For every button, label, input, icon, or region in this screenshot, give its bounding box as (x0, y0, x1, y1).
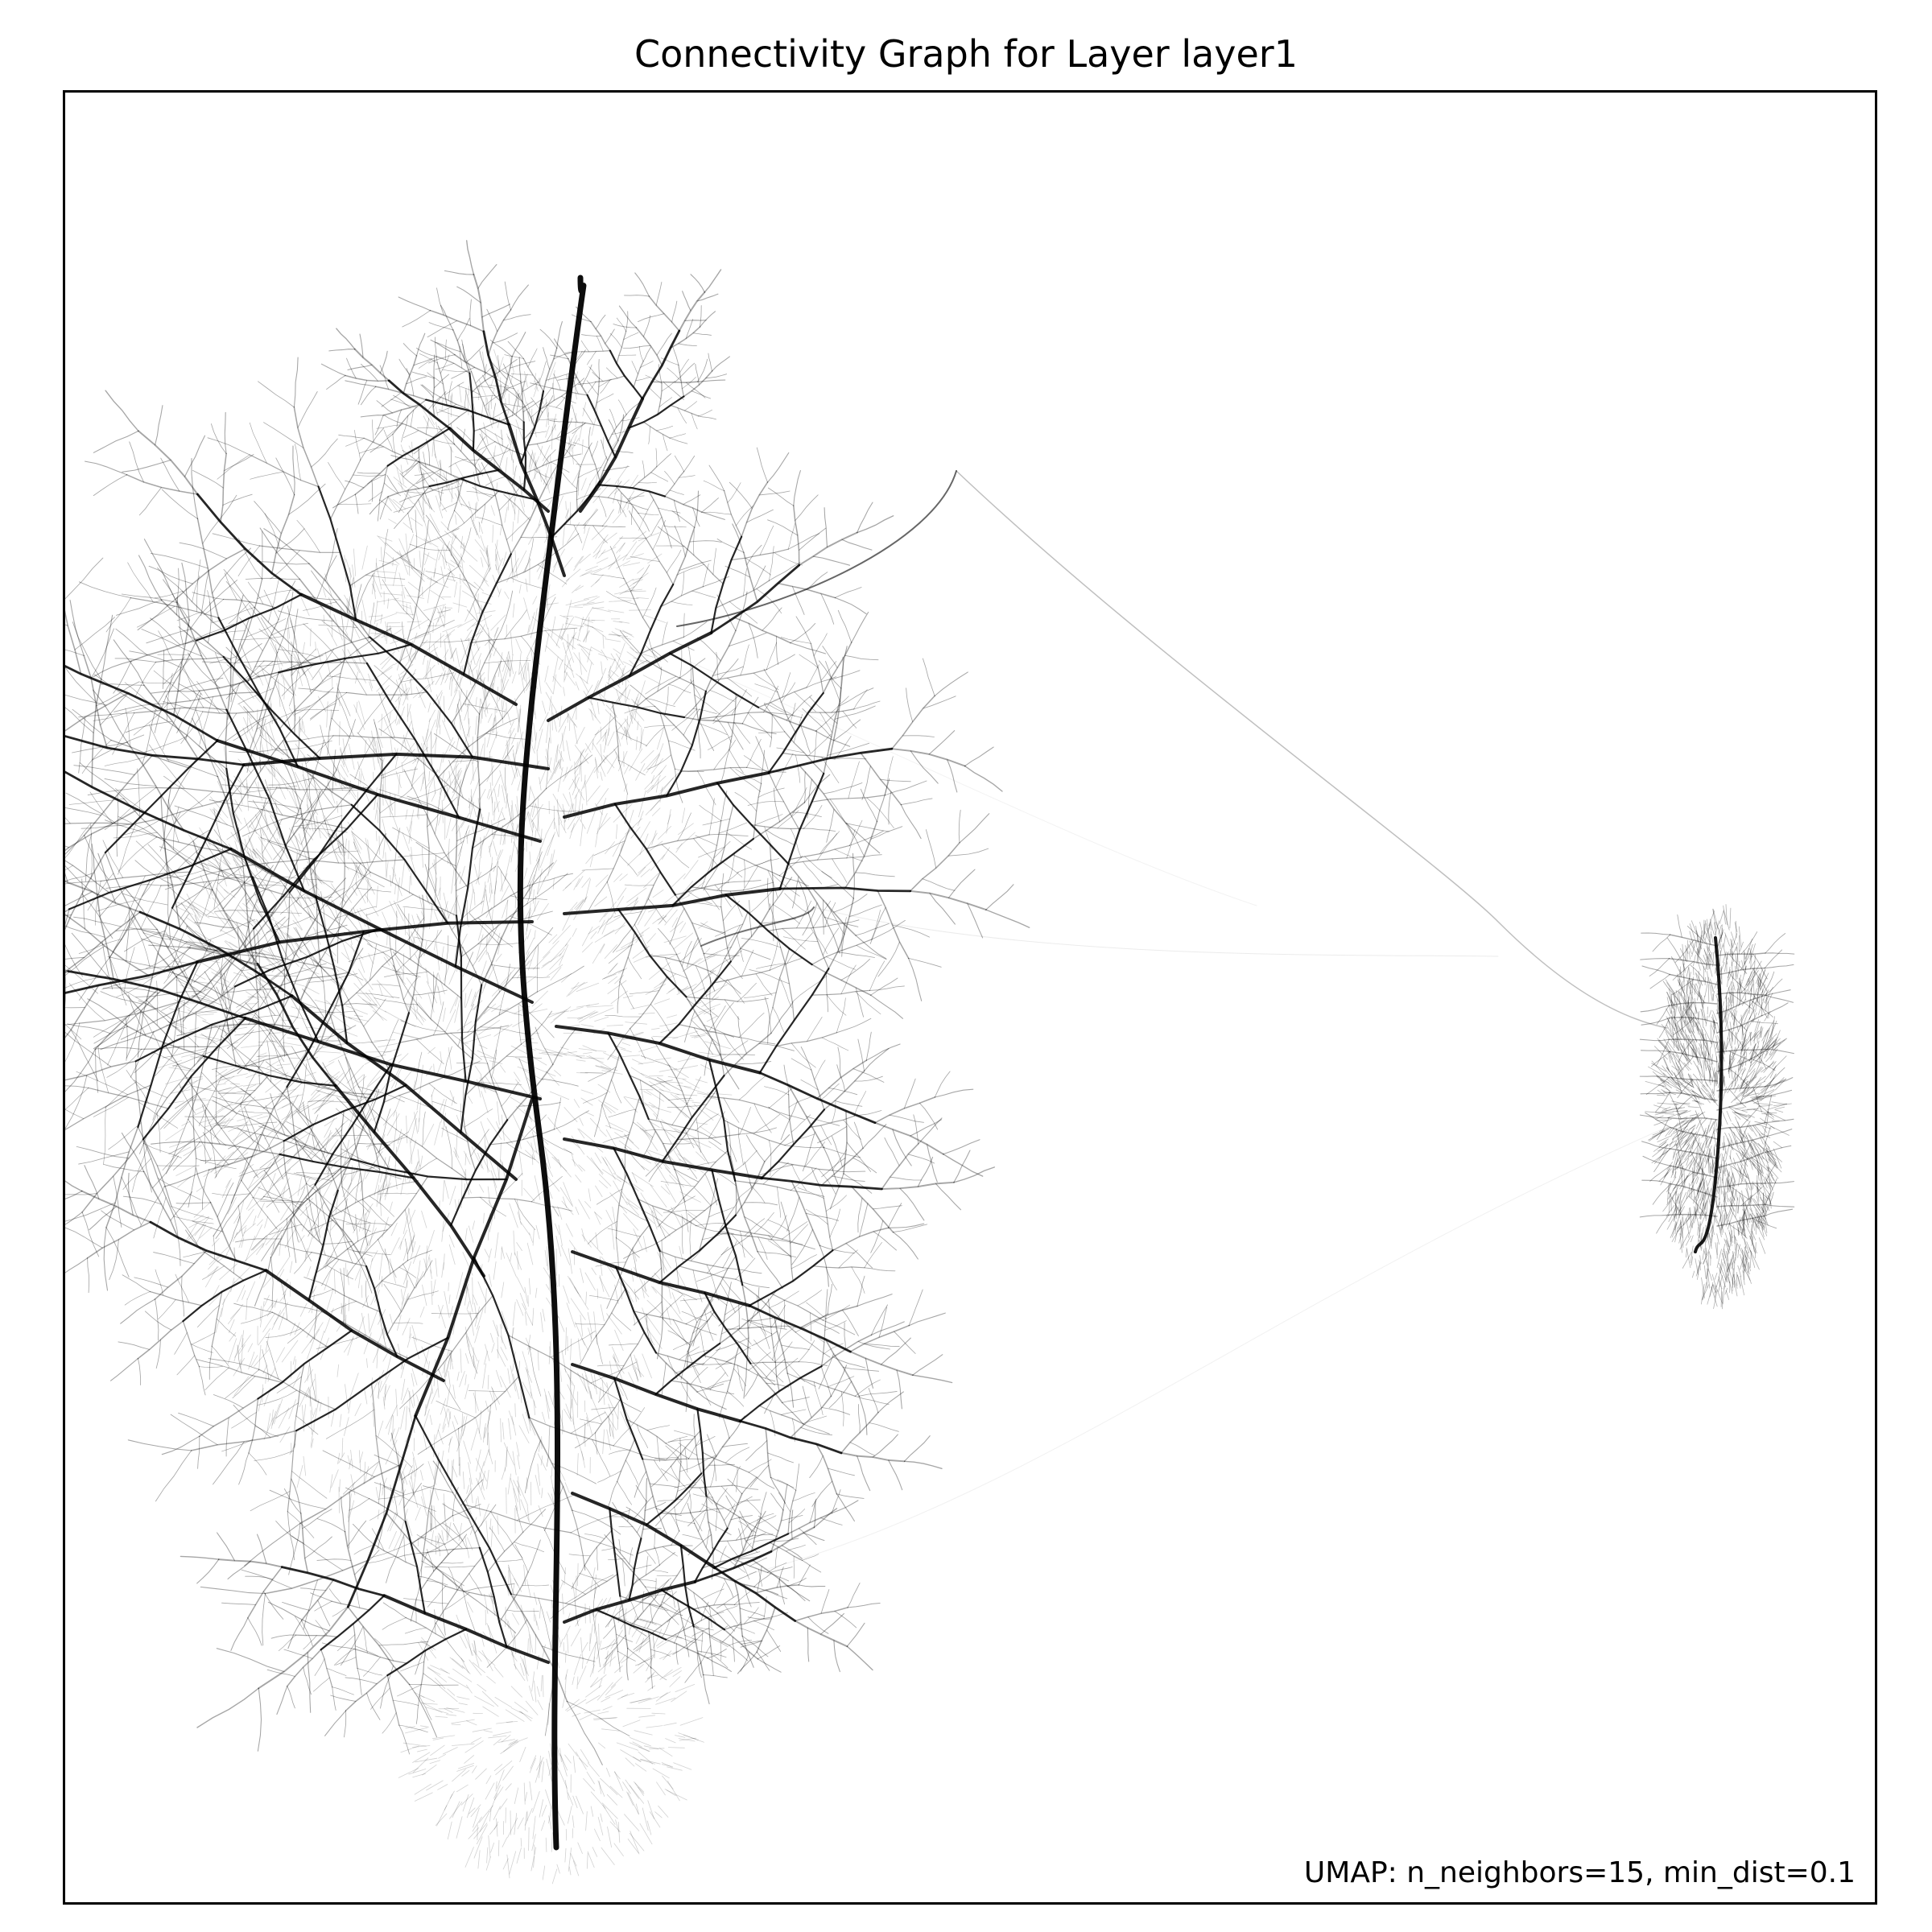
connectivity-graph (65, 240, 1795, 1885)
connecting-edges (676, 470, 1668, 1575)
large-cluster (65, 240, 1030, 1885)
plot-title: Connectivity Graph for Layer layer1 (0, 32, 1932, 76)
small-cluster (1639, 904, 1795, 1310)
umap-parameters-label: UMAP: n_neighbors=15, min_dist=0.1 (1304, 1856, 1856, 1889)
plot-area: UMAP: n_neighbors=15, min_dist=0.1 (63, 90, 1877, 1905)
